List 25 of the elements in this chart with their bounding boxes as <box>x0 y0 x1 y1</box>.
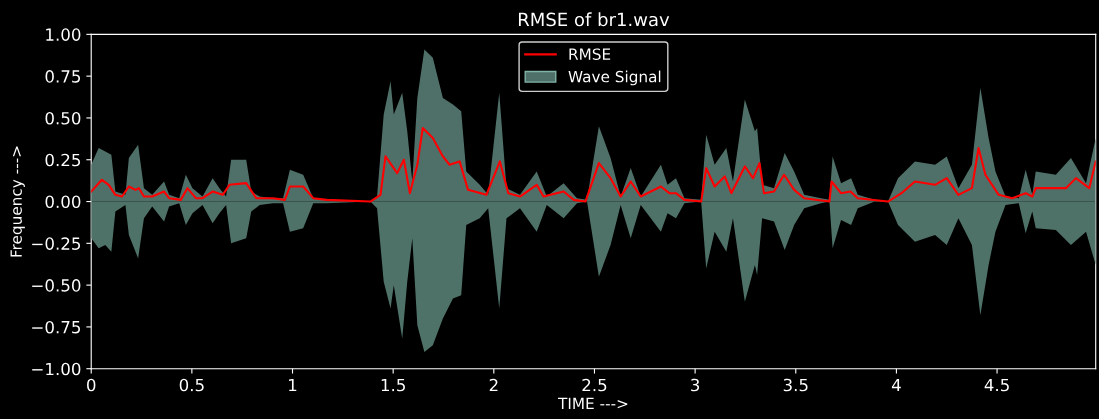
y-tick-label: −0.50 <box>32 279 81 292</box>
x-tick-label: 2.5 <box>582 378 607 392</box>
y-tick-label: −0.25 <box>32 237 81 250</box>
x-tick-label: 1 <box>289 378 297 392</box>
x-tick-label: 1.5 <box>381 378 405 392</box>
y-tick-label: 0.25 <box>45 153 81 167</box>
y-tick-label: 0.50 <box>45 111 81 125</box>
y-tick-label: 0.00 <box>45 195 81 209</box>
legend-label: RMSE <box>569 48 611 60</box>
line-series <box>91 126 1096 203</box>
y-tick-label: −0.75 <box>32 320 81 334</box>
chart-title: RMSE of br1.wav <box>518 12 670 27</box>
y-tick-label: 0.75 <box>45 70 81 83</box>
legend-label: Wave Signal <box>568 70 661 86</box>
x-tick-label: 3.5 <box>783 378 808 392</box>
x-tick-label: 4.5 <box>984 378 1009 392</box>
y-axis-title: Frequency ---> <box>10 146 25 257</box>
x-tick-label: 0.5 <box>179 378 204 392</box>
x-tick-label: 2 <box>489 378 498 392</box>
x-tick-label: 4 <box>891 378 901 392</box>
y-tick-label: −1.00 <box>32 362 81 376</box>
y-tick-label: 1.00 <box>46 28 81 41</box>
x-axis-title: TIME ---> <box>557 397 628 409</box>
x-tick-label: 0 <box>87 378 96 392</box>
x-tick-label: 3 <box>691 378 700 392</box>
